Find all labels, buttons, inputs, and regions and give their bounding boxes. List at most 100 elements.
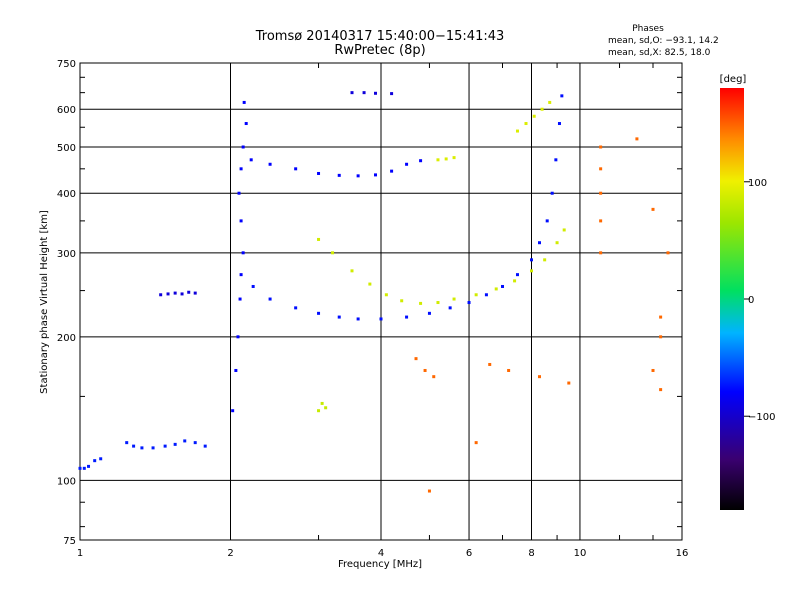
data-point: [423, 368, 427, 372]
data-point: [532, 114, 536, 118]
data-point: [187, 290, 191, 294]
data-point: [515, 273, 519, 277]
y-tick-label: 500: [57, 143, 76, 154]
data-point: [234, 368, 238, 372]
data-points: [78, 91, 670, 493]
data-point: [548, 100, 552, 104]
data-point: [555, 241, 559, 245]
data-point: [236, 335, 240, 339]
data-point: [180, 292, 184, 296]
chart-subtitle: RwPretec (8p): [334, 43, 425, 58]
data-point: [374, 173, 378, 177]
data-point: [78, 466, 82, 470]
data-point: [666, 251, 670, 255]
data-point: [543, 258, 547, 262]
y-tick-label: 100: [57, 476, 76, 487]
x-tick-label: 10: [574, 548, 587, 559]
data-point: [405, 315, 409, 319]
data-point: [537, 375, 541, 379]
data-point: [651, 207, 655, 211]
data-point: [163, 444, 167, 448]
data-point: [452, 156, 456, 160]
data-point: [467, 301, 471, 305]
data-point: [82, 466, 86, 470]
data-point: [173, 291, 177, 295]
data-point: [241, 145, 245, 149]
colorbar-tick-label: 100: [748, 178, 767, 189]
grid: [80, 63, 682, 540]
data-point: [414, 357, 418, 361]
y-axis-label: Stationary phase Virtual Height [km]: [39, 210, 50, 394]
data-point: [238, 297, 242, 301]
stats-line-o: mean, sd,O: −93.1, 14.2: [608, 36, 719, 46]
data-point: [268, 162, 272, 166]
data-point: [599, 251, 603, 255]
data-point: [249, 158, 253, 162]
colorbar-ticks: 100 0 −100: [744, 178, 775, 423]
data-point: [427, 311, 431, 315]
colorbar-tick-label: 0: [748, 295, 754, 306]
data-point: [390, 169, 394, 173]
y-tick-label: 600: [57, 105, 76, 116]
data-point: [494, 287, 498, 291]
stats-heading: Phases: [632, 24, 664, 34]
data-point: [159, 293, 163, 297]
x-axis-label: Frequency [MHz]: [338, 559, 422, 570]
chart-title: Tromsø 20140317 15:40:00−15:41:43: [255, 29, 505, 44]
data-point: [557, 122, 561, 126]
data-point: [567, 381, 571, 385]
data-point: [599, 167, 603, 171]
colorbar-tick-label: −100: [748, 412, 775, 423]
data-point: [545, 219, 549, 223]
x-tick-label: 16: [676, 548, 689, 559]
data-point: [419, 301, 423, 305]
data-point: [507, 368, 511, 372]
data-point: [530, 269, 533, 273]
data-point: [432, 375, 436, 379]
data-point: [203, 444, 207, 448]
x-tick-label: 4: [378, 548, 384, 559]
data-point: [239, 219, 243, 223]
data-point: [317, 311, 321, 315]
y-axis-ticks: 75 100 200 300 400 500 600 750: [57, 59, 682, 547]
data-point: [436, 301, 440, 305]
data-point: [356, 317, 360, 321]
data-point: [320, 401, 324, 405]
data-point: [268, 297, 272, 301]
data-point: [237, 191, 241, 195]
data-point: [635, 137, 639, 141]
x-tick-label: 6: [466, 548, 472, 559]
data-point: [524, 122, 528, 126]
x-tick-label: 2: [227, 548, 233, 559]
data-point: [537, 241, 541, 245]
data-point: [294, 167, 298, 171]
data-point: [317, 171, 321, 175]
data-point: [659, 335, 663, 339]
data-point: [231, 409, 235, 413]
data-point: [560, 94, 564, 98]
data-point: [356, 174, 360, 178]
data-point: [436, 158, 440, 162]
data-point: [488, 362, 492, 366]
data-point: [599, 145, 603, 149]
data-point: [379, 317, 383, 321]
data-point: [239, 167, 243, 171]
data-point: [444, 157, 448, 161]
data-point: [350, 91, 354, 95]
data-point: [419, 159, 423, 163]
data-point: [484, 293, 488, 297]
data-point: [515, 129, 519, 133]
data-point: [362, 91, 366, 95]
data-point: [242, 100, 246, 104]
data-point: [599, 219, 603, 223]
data-point: [251, 284, 255, 288]
data-point: [193, 441, 197, 445]
data-point: [474, 293, 478, 297]
colorbar-label: [deg]: [720, 74, 747, 85]
x-tick-label: 1: [77, 548, 83, 559]
data-point: [193, 291, 197, 295]
data-point: [554, 158, 558, 162]
data-point: [540, 107, 544, 111]
data-point: [501, 284, 505, 288]
